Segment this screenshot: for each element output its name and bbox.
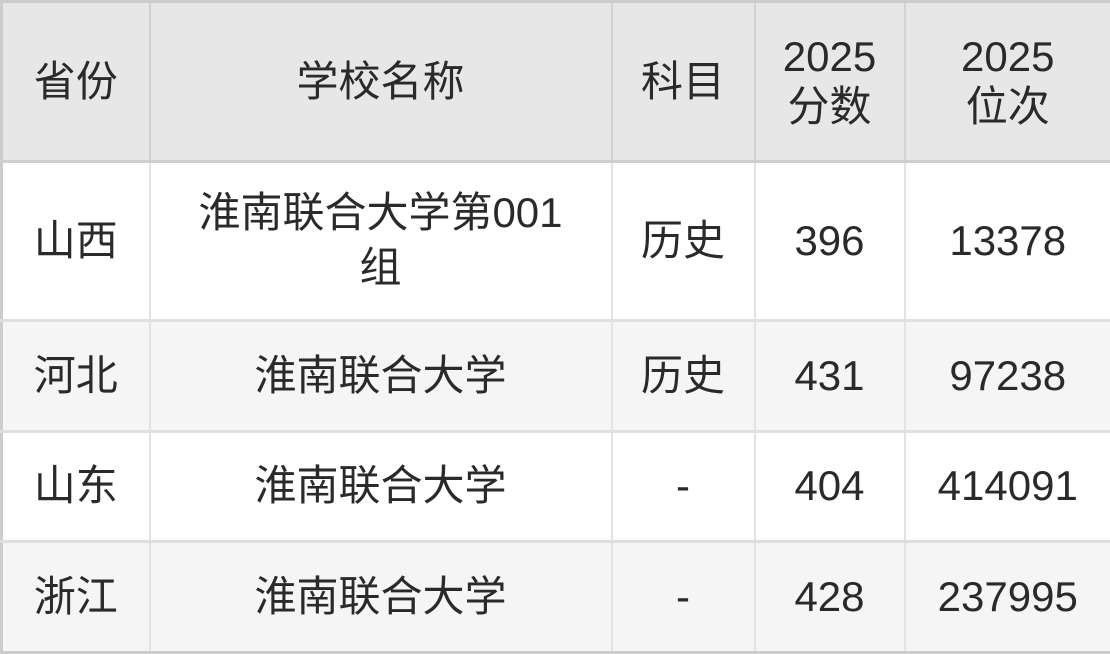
cell-subject: 历史 xyxy=(611,161,756,322)
cell-school: 淮南联合大学 xyxy=(149,541,613,653)
cell-school: 淮南联合大学第001组 xyxy=(149,161,613,322)
cell-score: 428 xyxy=(754,541,906,653)
cell-rank: 237995 xyxy=(904,541,1110,653)
table-row: 河北 淮南联合大学 历史 431 97238 xyxy=(1,320,1110,433)
table-row: 浙江 淮南联合大学 - 428 237995 xyxy=(1,541,1110,653)
school-name-text: 淮南联合大学 xyxy=(254,351,507,399)
cell-school: 淮南联合大学 xyxy=(149,431,613,544)
school-name-text: 淮南联合大学 xyxy=(254,462,507,510)
cell-province: 山西 xyxy=(1,161,151,322)
cell-subject: - xyxy=(611,431,756,544)
cell-score: 431 xyxy=(754,320,906,433)
cell-province: 山东 xyxy=(1,431,151,544)
cell-rank: 13378 xyxy=(904,161,1110,322)
column-header-subject: 科目 xyxy=(611,1,756,163)
column-header-school: 学校名称 xyxy=(149,1,613,163)
table-row: 山东 淮南联合大学 - 404 414091 xyxy=(1,431,1110,544)
column-header-rank-2025: 2025 位次 xyxy=(904,1,1110,163)
school-name-text: 淮南联合大学第001组 xyxy=(198,189,563,291)
cell-rank: 97238 xyxy=(904,320,1110,433)
cell-school: 淮南联合大学 xyxy=(149,320,613,433)
column-header-score-2025: 2025 分数 xyxy=(754,1,906,163)
cell-subject: 历史 xyxy=(611,320,756,433)
cell-subject: - xyxy=(611,541,756,653)
school-name-text: 淮南联合大学 xyxy=(254,572,507,620)
column-header-province: 省份 xyxy=(1,1,151,163)
cell-province: 浙江 xyxy=(1,541,151,653)
cell-score: 404 xyxy=(754,431,906,544)
table-row: 山西 淮南联合大学第001组 历史 396 13378 xyxy=(1,161,1110,322)
cell-rank: 414091 xyxy=(904,431,1110,544)
cell-score: 396 xyxy=(754,161,906,322)
table-header-row: 省份 学校名称 科目 2025 分数 2025 位次 xyxy=(1,1,1110,163)
cell-province: 河北 xyxy=(1,320,151,433)
